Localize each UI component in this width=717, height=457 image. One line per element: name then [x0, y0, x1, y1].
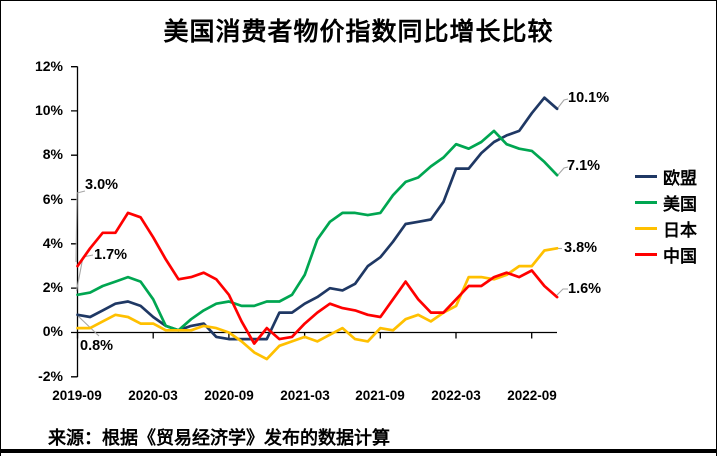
y-tick-label: -2% — [38, 368, 63, 384]
legend-label-china: 中国 — [663, 246, 697, 266]
series-lines — [76, 96, 559, 361]
leader-china-end — [556, 288, 568, 296]
data-label-china-start: 3.0% — [85, 177, 119, 193]
legend-line-us-icon — [635, 200, 657, 204]
legend-line-eu-icon — [635, 174, 657, 178]
data-label-eu-end: 10.1% — [568, 90, 610, 106]
y-tick-label: 12% — [34, 58, 63, 74]
data-label-us-end: 7.1% — [567, 158, 601, 174]
series-line-3 — [76, 211, 559, 345]
chart-title: 美国消费者物价指数同比增长比较 — [163, 19, 554, 46]
y-tick-label: 2% — [42, 279, 63, 295]
y-tick-label: 0% — [42, 323, 63, 339]
data-label-japan-end: 3.8% — [564, 240, 598, 256]
leader-lines — [75, 98, 569, 337]
x-tick-label: 2022-03 — [431, 388, 481, 403]
legend-label-us: 美国 — [663, 194, 697, 214]
x-tick-label: 2019-09 — [52, 388, 102, 403]
series-line-1 — [76, 129, 559, 332]
x-tick-label: 2021-03 — [280, 388, 330, 403]
leader-eu-start — [77, 315, 100, 337]
data-label-china-end: 1.6% — [568, 281, 602, 297]
data-label-eu-start: 0.8% — [80, 338, 114, 354]
leader-china-start — [75, 190, 86, 263]
y-tick-label: 8% — [42, 146, 63, 162]
series-line-0 — [76, 96, 559, 341]
legend-line-china-icon — [635, 252, 657, 256]
legend-label-eu: 欧盟 — [663, 168, 697, 188]
leader-us-end — [556, 166, 569, 177]
y-axis — [71, 66, 79, 378]
x-tick-label: 2022-09 — [507, 388, 557, 403]
source-note: 来源：根据《贸易经济学》发布的数据计算 — [48, 428, 390, 448]
chart-legend: 欧盟 美国 日本 中国 — [635, 163, 697, 267]
legend-item-japan: 日本 — [635, 215, 697, 241]
y-tick-label: 10% — [34, 102, 63, 118]
data-label-us-start: 1.7% — [94, 247, 128, 263]
series-line-2 — [76, 246, 559, 361]
x-tick-label: 2020-09 — [204, 388, 254, 403]
legend-item-eu: 欧盟 — [635, 163, 697, 189]
legend-label-japan: 日本 — [663, 220, 697, 240]
bottom-border-rule — [1, 449, 716, 453]
x-axis — [76, 331, 557, 339]
x-tick-label: 2021-09 — [355, 388, 405, 403]
y-tick-label: 6% — [42, 191, 63, 207]
legend-item-china: 中国 — [635, 241, 697, 267]
legend-item-us: 美国 — [635, 189, 697, 215]
leader-eu-end — [556, 98, 569, 110]
legend-line-japan-icon — [635, 226, 657, 230]
y-tick-label: 4% — [42, 235, 63, 251]
x-tick-label: 2020-03 — [128, 388, 178, 403]
leader-us-start — [75, 254, 94, 292]
